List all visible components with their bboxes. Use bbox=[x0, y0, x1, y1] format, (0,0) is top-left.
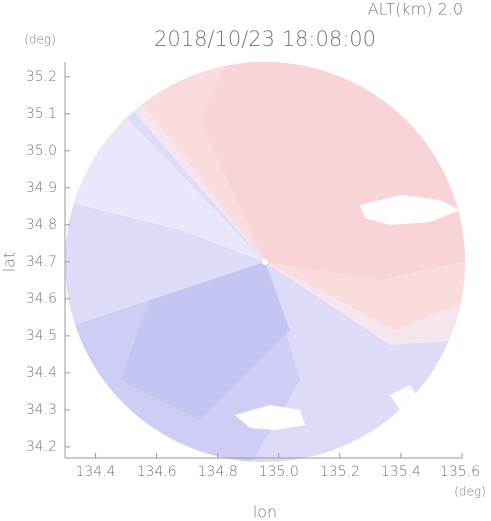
y-tick-label: 34.2 bbox=[26, 439, 57, 455]
x-tick-label: 135.4 bbox=[381, 464, 421, 480]
y-axis-label: lat bbox=[0, 252, 19, 273]
chart-title: 2018/10/23 18:08:00 bbox=[154, 27, 376, 51]
y-tick-label: 34.6 bbox=[26, 291, 57, 307]
y-tick-label: 34.7 bbox=[26, 254, 57, 270]
y-tick-label: 35.2 bbox=[26, 69, 57, 85]
x-tick-label: 135.2 bbox=[320, 464, 360, 480]
y-unit: (deg) bbox=[24, 33, 56, 47]
radar-image bbox=[65, 62, 465, 462]
y-tick-label: 34.8 bbox=[26, 217, 57, 233]
x-tick-label: 134.4 bbox=[75, 464, 115, 480]
y-tick-label: 34.3 bbox=[26, 402, 57, 418]
chart-subtitle: ALT(km) 2.0 bbox=[368, 0, 463, 19]
y-tick-label: 35.1 bbox=[26, 106, 57, 122]
y-tick-label: 34.4 bbox=[26, 365, 57, 381]
x-unit: (deg) bbox=[454, 485, 486, 499]
x-tick-label: 134.6 bbox=[137, 464, 177, 480]
y-tick-label: 34.9 bbox=[26, 180, 57, 196]
x-tick-label: 135.6 bbox=[440, 464, 480, 480]
y-tick-label: 34.5 bbox=[26, 328, 57, 344]
y-tick-label: 35.0 bbox=[26, 143, 57, 159]
x-tick-label: 134.8 bbox=[198, 464, 238, 480]
x-axis-label: lon bbox=[253, 503, 277, 521]
x-tick-label: 135.0 bbox=[259, 464, 299, 480]
